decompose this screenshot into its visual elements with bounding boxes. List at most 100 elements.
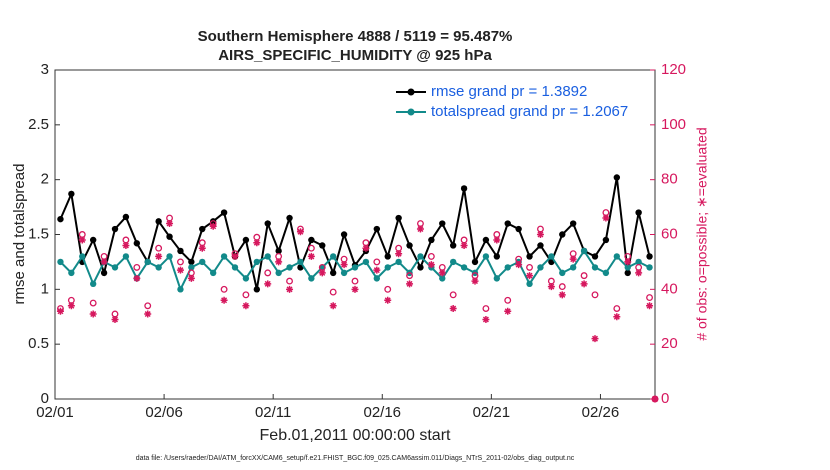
point [646,264,653,271]
point [373,225,381,233]
x-tick-label: 02/26 [582,404,620,421]
evaluated-point [602,214,610,222]
possible-point [635,263,643,271]
evaluated-point [580,280,588,288]
point [79,253,86,260]
evaluated-point [395,250,403,258]
evaluated-point [111,315,119,323]
point [340,231,348,238]
legend-marker [407,88,415,96]
point [253,286,261,293]
evaluated-point [198,244,206,252]
chart-title: Southern Hemisphere 4888 / 5119 = 95.487… [198,28,513,45]
point [580,247,588,255]
point [482,236,490,244]
possible-point [373,258,381,266]
evaluated-point [449,305,457,313]
y-axis-label: rmse and totalspread [11,164,28,305]
possible-point [384,285,392,293]
point [308,236,315,244]
point [613,174,621,181]
possible-point [427,252,435,260]
x-tick-label: 02/01 [36,404,74,421]
point [340,269,348,277]
y2-tick-label: 60 [661,225,678,242]
evaluated-point [78,236,86,244]
evaluated-point [286,285,294,293]
possible-point [460,236,468,244]
evaluated-point [318,269,326,277]
evaluated-point [56,307,64,315]
point [439,275,446,282]
y-tick-label: 3 [41,61,49,78]
evaluated-point [253,239,261,247]
point [275,247,282,255]
point [220,253,228,260]
point [449,242,457,249]
evaluated-point [307,252,315,260]
possible-point [362,239,370,247]
point [602,269,610,277]
point [253,258,261,266]
point [482,253,490,260]
y2-tick-label: 40 [661,280,678,297]
point [68,269,75,277]
evaluated-point [536,231,544,238]
evaluated-point [89,310,97,318]
point [275,269,282,277]
evaluated-point [144,310,152,318]
possible-point [329,288,337,296]
y2-tick-label: 0 [661,390,669,407]
point [329,269,337,277]
possible-point [133,263,141,271]
footnote: data file: /Users/raeder/DAI/ATM_forcXX/… [136,455,575,462]
evaluated-point [504,307,512,315]
possible-point [340,255,348,263]
point [319,242,326,249]
point [504,264,511,271]
possible-point [537,225,544,233]
possible-point [67,296,75,304]
possible-point [569,250,577,258]
y-tick-label: 2.5 [28,116,49,133]
point [264,253,271,260]
point [297,258,304,266]
possible-point [482,305,490,312]
evaluated-point [231,252,239,260]
evaluated-point [329,302,337,310]
point [646,253,653,260]
point [395,258,402,266]
legend-label: rmse grand pr = 1.3892 [431,83,587,100]
point [220,209,228,216]
possible-point [613,305,621,312]
point [460,185,468,192]
point [439,220,446,227]
point [231,264,239,271]
evaluated-point [591,335,599,343]
x-tick-label: 02/16 [363,404,401,421]
point [57,215,64,223]
evaluated-point [340,261,348,269]
evaluated-point [133,274,141,282]
evaluated-point [438,269,446,277]
point [319,264,326,271]
point [471,258,479,266]
evaluated-point [624,258,632,266]
legend-label: totalspread grand pr = 1.2067 [431,103,628,120]
y-tick-label: 0 [41,390,49,407]
possible-point [122,236,130,244]
point [209,269,217,277]
possible-point [253,233,261,241]
point [286,214,293,222]
point [384,264,391,271]
y2-tick-label: 100 [661,116,686,133]
possible-point [449,291,457,299]
point [449,258,457,266]
possible-point [242,291,250,299]
point [635,258,642,266]
y-tick-label: 0.5 [28,335,49,352]
possible-point [493,231,501,238]
point [526,253,533,260]
point [526,280,533,288]
